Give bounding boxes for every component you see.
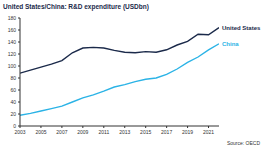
svg-text:180: 180 <box>8 15 16 21</box>
html-text:Source: OECD: Source: OECD <box>226 140 260 146</box>
svg-text:2021: 2021 <box>203 129 214 135</box>
svg-text:United States: United States <box>222 25 255 31</box>
svg-text:140: 140 <box>8 39 16 45</box>
svg-text:80: 80 <box>10 75 16 81</box>
svg-text:60: 60 <box>10 87 16 93</box>
svg-text:2019: 2019 <box>182 129 193 135</box>
svg-text:0: 0 <box>13 123 16 129</box>
html-text:United States/China: R&D expen: United States/China: R&D expenditure (US… <box>3 3 149 10</box>
svg-text:2017: 2017 <box>161 129 172 135</box>
svg-text:2007: 2007 <box>56 129 67 135</box>
svg-text:2005: 2005 <box>35 129 46 135</box>
svg-text:2011: 2011 <box>98 129 109 135</box>
svg-text:100: 100 <box>8 63 16 69</box>
svg-text:120: 120 <box>8 51 16 57</box>
svg-text:20: 20 <box>10 111 16 117</box>
svg-text:China: China <box>222 41 239 47</box>
svg-text:160: 160 <box>8 27 16 33</box>
svg-text:2009: 2009 <box>77 129 88 135</box>
svg-text:2015: 2015 <box>140 129 151 135</box>
svg-text:40: 40 <box>10 99 16 105</box>
svg-text:2003: 2003 <box>14 129 25 135</box>
svg-text:2013: 2013 <box>119 129 130 135</box>
